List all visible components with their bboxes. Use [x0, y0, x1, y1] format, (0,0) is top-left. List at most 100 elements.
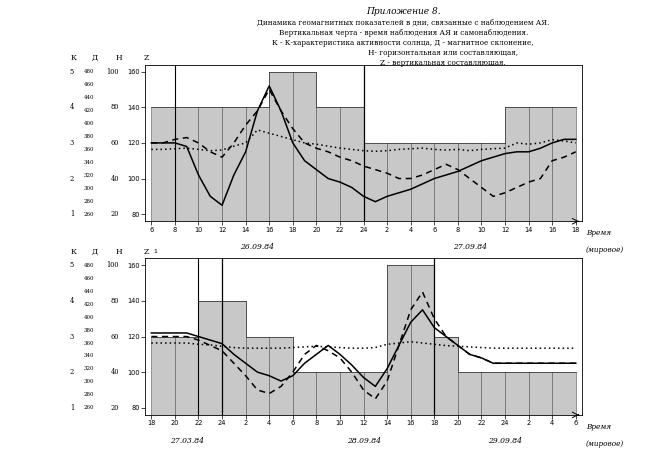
Text: 380: 380: [84, 134, 95, 139]
Text: 420: 420: [84, 108, 95, 113]
Bar: [269, 337, 293, 415]
Text: 440: 440: [84, 289, 95, 294]
Bar: [505, 107, 529, 221]
Text: 28.09.84: 28.09.84: [346, 437, 381, 445]
Text: 440: 440: [84, 95, 95, 100]
Bar: [481, 372, 505, 415]
Text: 360: 360: [84, 147, 95, 152]
Text: 400: 400: [84, 314, 95, 319]
Text: 4: 4: [69, 297, 74, 305]
Bar: [175, 337, 198, 415]
Text: 320: 320: [84, 173, 95, 178]
Text: Время: Время: [586, 423, 611, 431]
Text: Приложение 8.: Приложение 8.: [366, 7, 440, 16]
Text: 340: 340: [84, 354, 95, 359]
Text: 3: 3: [70, 139, 74, 147]
Text: 260: 260: [84, 212, 95, 217]
Text: Динамика геомагнитных показателей в дни, связанные с наблюдением АЯ.: Динамика геомагнитных показателей в дни,…: [257, 18, 549, 26]
Bar: [458, 143, 481, 221]
Text: Н- горизонтальная или составляющая,: Н- горизонтальная или составляющая,: [368, 49, 518, 57]
Text: 80: 80: [110, 297, 119, 305]
Text: 20: 20: [110, 210, 119, 218]
Bar: [293, 372, 317, 415]
Text: 29.09.84: 29.09.84: [488, 437, 522, 445]
Bar: [246, 107, 269, 221]
Text: 340: 340: [84, 160, 95, 165]
Bar: [458, 372, 481, 415]
Bar: [198, 301, 222, 415]
Bar: [151, 337, 175, 415]
Text: 100: 100: [106, 261, 119, 269]
Bar: [505, 372, 529, 415]
Bar: [387, 265, 410, 415]
Text: Z: Z: [144, 54, 149, 62]
Text: К: К: [71, 54, 77, 62]
Text: Д: Д: [91, 54, 98, 62]
Bar: [222, 301, 246, 415]
Text: 26.09.84: 26.09.84: [241, 243, 274, 251]
Text: 420: 420: [84, 301, 95, 307]
Text: Н: Н: [116, 54, 122, 62]
Text: 1: 1: [70, 210, 74, 218]
Text: 20: 20: [110, 404, 119, 412]
Bar: [175, 107, 198, 221]
Text: 480: 480: [84, 263, 95, 268]
Text: 5: 5: [70, 261, 74, 269]
Text: 60: 60: [110, 139, 119, 147]
Bar: [246, 337, 269, 415]
Text: 4: 4: [69, 103, 74, 111]
Text: 2: 2: [70, 175, 74, 183]
Bar: [552, 372, 576, 415]
Text: К - К-характеристика активности солнца, Д - магнитное склонение,: К - К-характеристика активности солнца, …: [272, 39, 534, 47]
Text: 40: 40: [110, 175, 119, 183]
Text: 27.03.84: 27.03.84: [170, 437, 204, 445]
Text: 2: 2: [70, 368, 74, 376]
Text: 280: 280: [84, 199, 95, 204]
Text: Z - вертикальная составляющая.: Z - вертикальная составляющая.: [380, 59, 506, 67]
Bar: [552, 107, 576, 221]
Text: 380: 380: [84, 328, 95, 332]
Text: 60: 60: [110, 332, 119, 341]
Text: 1: 1: [70, 404, 74, 412]
Text: 260: 260: [84, 405, 95, 410]
Text: 400: 400: [84, 121, 95, 126]
Text: 280: 280: [84, 392, 95, 397]
Bar: [317, 107, 340, 221]
Bar: [529, 107, 552, 221]
Text: 460: 460: [84, 276, 95, 281]
Bar: [222, 107, 246, 221]
Text: 40: 40: [110, 368, 119, 376]
Text: 5: 5: [70, 68, 74, 76]
Bar: [198, 107, 222, 221]
Bar: [340, 107, 364, 221]
Text: Д: Д: [91, 248, 98, 256]
Text: Z: Z: [144, 248, 149, 256]
Text: 320: 320: [84, 366, 95, 372]
Text: Н: Н: [116, 248, 122, 256]
Text: (мировое): (мировое): [586, 440, 624, 448]
Text: 360: 360: [84, 341, 95, 345]
Bar: [340, 372, 364, 415]
Bar: [434, 143, 458, 221]
Bar: [293, 71, 317, 221]
Bar: [364, 372, 387, 415]
Bar: [410, 265, 434, 415]
Bar: [434, 337, 458, 415]
Text: 300: 300: [84, 186, 95, 191]
Bar: [529, 372, 552, 415]
Bar: [410, 143, 434, 221]
Text: Вертикальная черта - время наблюдения АЯ и самонаблюдения.: Вертикальная черта - время наблюдения АЯ…: [278, 29, 528, 36]
Text: 480: 480: [84, 69, 95, 74]
Text: К: К: [71, 248, 77, 256]
Text: (мировое): (мировое): [586, 246, 624, 254]
Text: 80: 80: [110, 103, 119, 111]
Bar: [364, 143, 387, 221]
Text: 3: 3: [70, 332, 74, 341]
Text: 27.09.84: 27.09.84: [453, 243, 486, 251]
Bar: [269, 71, 293, 221]
Bar: [481, 143, 505, 221]
Text: 300: 300: [84, 379, 95, 384]
Bar: [387, 143, 410, 221]
Bar: [317, 372, 340, 415]
Bar: [151, 107, 175, 221]
